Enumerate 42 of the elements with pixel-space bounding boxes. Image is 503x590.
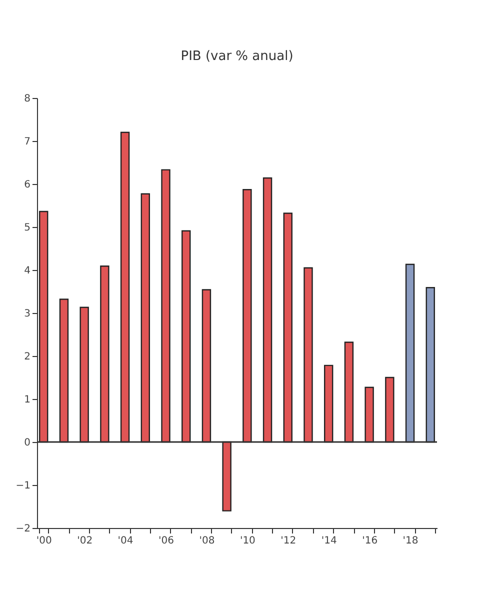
bar xyxy=(283,212,292,443)
bar xyxy=(182,230,191,443)
bar xyxy=(100,266,110,443)
y-tick-label: −2 xyxy=(16,524,30,534)
y-tick-label: 8 xyxy=(24,94,30,104)
x-tick-label: '16 xyxy=(362,536,378,546)
bar xyxy=(324,364,334,443)
bar xyxy=(39,210,48,443)
x-tick-label: '00 xyxy=(36,536,52,546)
y-tick-label: 5 xyxy=(24,222,30,234)
bar xyxy=(161,169,170,443)
bar xyxy=(80,306,89,443)
y-tick-label: −1 xyxy=(16,480,30,492)
bar xyxy=(364,386,374,443)
bar xyxy=(242,188,252,443)
bar xyxy=(426,287,435,443)
bar xyxy=(304,267,313,443)
bar xyxy=(59,298,69,443)
x-tick-label: '12 xyxy=(280,536,296,546)
bar xyxy=(405,264,415,443)
bar xyxy=(140,193,150,443)
x-tick-label: '06 xyxy=(158,536,174,546)
y-tick-label: 4 xyxy=(24,266,30,276)
x-tick-label: '14 xyxy=(321,536,337,546)
bar xyxy=(262,177,272,443)
bar xyxy=(344,342,354,443)
bar xyxy=(120,132,130,443)
y-tick-label: 1 xyxy=(24,394,30,406)
y-tick-label: 6 xyxy=(24,180,30,190)
bar xyxy=(385,376,394,443)
y-tick-label: 0 xyxy=(24,438,30,448)
bar xyxy=(222,441,232,512)
x-tick-label: '04 xyxy=(118,536,134,546)
x-tick-label: '08 xyxy=(199,536,215,546)
y-tick-label: 7 xyxy=(24,136,30,148)
y-tick-label: 2 xyxy=(24,352,30,362)
x-tick-label: '10 xyxy=(240,536,256,546)
bar xyxy=(202,289,212,443)
y-tick-label: 3 xyxy=(24,308,30,320)
x-tick-label: '18 xyxy=(402,536,418,546)
x-tick-label: '02 xyxy=(77,536,93,546)
chart-title: PIB (var % anual) xyxy=(180,49,294,64)
